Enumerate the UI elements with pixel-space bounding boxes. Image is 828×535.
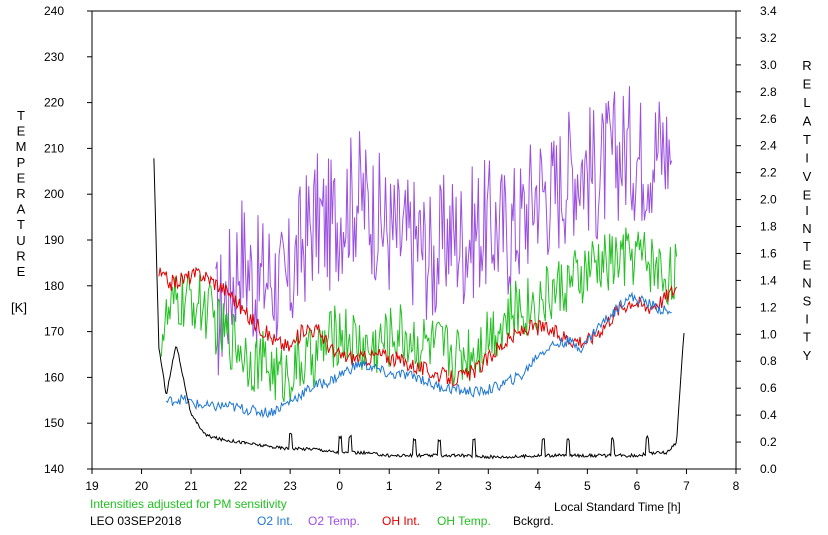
series-line-bckgrd [153,158,685,460]
legend-bckgrd: Bckgrd. [513,514,554,528]
x-tick-label: 4 [535,479,542,493]
y-left-tick-label: 160 [44,370,64,384]
x-tick-label: 20 [135,479,149,493]
right-axis-title-letter: E [803,188,812,203]
y-right-tick-label: 3.0 [760,58,777,72]
x-tick-label: 19 [85,479,99,493]
y-right-tick-label: 1.4 [760,273,777,287]
x-tick-label: 1 [386,479,393,493]
x-tick-label: 8 [733,479,740,493]
y-left-tick-label: 140 [44,462,64,476]
right-axis-title-letter: N [802,221,811,236]
right-axis-title-letter: I [805,312,809,327]
y-left-tick-label: 220 [44,96,64,110]
left-axis-title-letter: M [16,139,27,154]
y-right-tick-label: 0.2 [760,435,777,449]
y-right-tick-label: 2.0 [760,193,777,207]
left-axis-title-letter: U [16,233,25,248]
left-axis-title-letter: E [17,170,26,185]
y-right-tick-label: 0.0 [760,462,777,476]
right-axis-title-letter: E [803,77,812,92]
x-tick-label: 21 [184,479,198,493]
x-tick-label: 5 [584,479,591,493]
y-right-tick-label: 0.6 [760,381,777,395]
y-right-tick-label: 1.0 [760,327,777,341]
right-axis-title-letter: Y [803,348,812,363]
series-line-o2-temp [215,86,673,376]
y-right-tick-label: 0.8 [760,354,777,368]
y-left-tick-label: 230 [44,50,64,64]
right-axis-title-letter: R [802,58,811,73]
left-axis-title-letter: R [16,248,25,263]
right-axis-title-letter: L [803,95,810,110]
right-axis-title-letter: S [803,294,812,309]
left-axis-title-letter: P [17,155,26,170]
y-left-tick-label: 190 [44,233,64,247]
left-axis-title-letter: A [17,202,26,217]
x-tick-label: 7 [683,479,690,493]
y-right-tick-label: 3.2 [760,31,777,45]
legend-oh-int: OH Int. [382,514,421,528]
y-right-tick-label: 1.2 [760,300,777,314]
right-axis-title-letter: A [803,114,812,129]
right-axis-title-letter: E [803,257,812,272]
right-axis-title-letter: T [803,330,811,345]
legend-o2-temp: O2 Temp. [308,514,360,528]
y-left-tick-label: 180 [44,279,64,293]
right-axis-title-letter: I [805,203,809,218]
y-left-tick-label: 210 [44,141,64,155]
y-left-tick-label: 150 [44,416,64,430]
y-right-tick-label: 2.8 [760,85,777,99]
series-layer [153,86,685,460]
left-axis-unit: [K] [11,300,27,315]
station-date-label: LEO 03SEP2018 [90,514,182,528]
x-tick-label: 22 [234,479,248,493]
legend-oh-temp: OH Temp. [437,514,491,528]
right-axis-title-letter: V [803,169,812,184]
x-tick-label: 0 [336,479,343,493]
right-axis-title-letter: T [803,239,811,254]
left-axis-title-letter: E [17,264,26,279]
right-axis-title-letter: I [805,151,809,166]
y-left-tick-label: 240 [44,4,64,18]
left-axis-title-letter: R [16,186,25,201]
y-right-tick-label: 0.4 [760,408,777,422]
y-left-tick-label: 170 [44,325,64,339]
x-axis-label: Local Standard Time [h] [554,500,681,514]
series-line-o2-int [165,291,672,419]
left-axis-title-letter: T [17,108,25,123]
series-line-oh-temp [160,227,678,402]
x-tick-label: 6 [634,479,641,493]
y-right-tick-label: 2.2 [760,166,777,180]
y-left-tick-label: 200 [44,187,64,201]
y-right-tick-label: 1.8 [760,220,777,234]
legend-o2-int: O2 Int. [257,514,294,528]
left-axis-title-letter: T [17,217,25,232]
x-tick-label: 2 [435,479,442,493]
right-axis-title-letter: N [802,275,811,290]
x-tick-label: 23 [283,479,297,493]
axis-layer: 19 20 21 22 23 0 1 2 3 4 5 6 7 8140150160170180190200… [44,4,777,493]
left-axis-title-letter: E [17,124,26,139]
right-axis-title-letter: T [803,132,811,147]
pm-sensitivity-note: Intensities adjusted for PM sensitivity [90,497,287,511]
y-right-tick-label: 3.4 [760,4,777,18]
y-right-tick-label: 2.6 [760,112,777,126]
y-right-tick-label: 2.4 [760,139,777,153]
y-right-tick-label: 1.6 [760,246,777,260]
x-tick-label: 3 [485,479,492,493]
